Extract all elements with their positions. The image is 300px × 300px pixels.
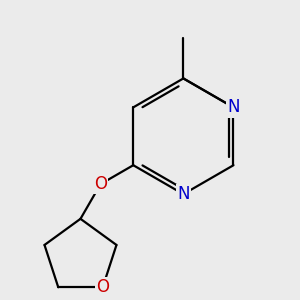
Text: O: O — [94, 175, 107, 193]
Text: N: N — [177, 185, 190, 203]
Text: N: N — [227, 98, 240, 116]
Text: O: O — [96, 278, 109, 296]
